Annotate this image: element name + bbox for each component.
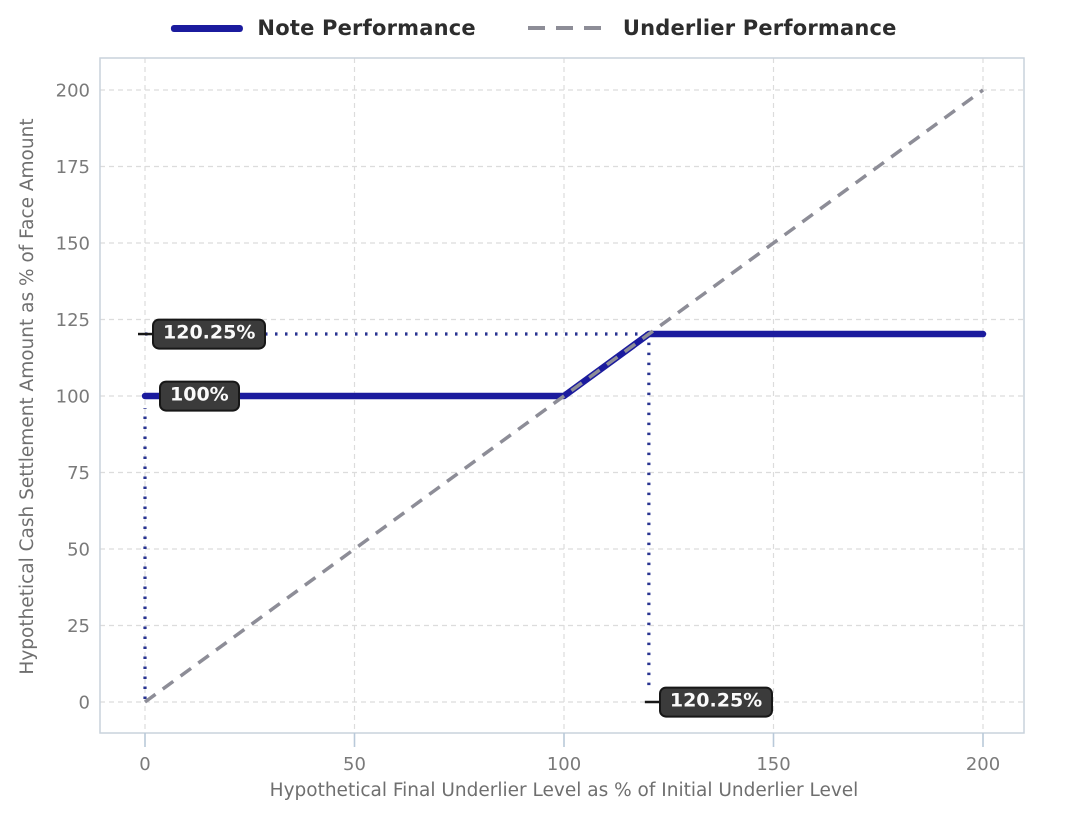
- chart-legend: Note Performance Underlier Performance: [170, 16, 896, 40]
- y-tick-label: 150: [56, 234, 90, 255]
- y-axis-title: Hypothetical Cash Settlement Amount as %…: [17, 118, 38, 674]
- y-tick-label: 25: [67, 616, 90, 637]
- y-tick-label: 200: [56, 81, 90, 102]
- y-tick-label: 175: [56, 157, 90, 178]
- y-tick-label: 75: [67, 463, 90, 484]
- y-tick-label: 0: [79, 693, 90, 714]
- underlier-performance-line: [143, 88, 985, 704]
- x-tick-label: 150: [756, 754, 790, 775]
- x-tick-label: 50: [343, 754, 366, 775]
- plot-frame: [99, 57, 1025, 734]
- x-axis-title: Hypothetical Final Underlier Level as % …: [270, 780, 859, 801]
- legend-item-note-performance: Note Performance: [170, 16, 476, 40]
- y-tick-label: 125: [56, 310, 90, 331]
- note-performance-line-swatch-icon: [170, 24, 243, 32]
- legend-label-underlier-performance: Underlier Performance: [622, 16, 897, 40]
- y-tick-label: 50: [67, 540, 90, 561]
- y-tick-label: 100: [56, 387, 90, 408]
- underlier-performance-line-swatch-icon: [527, 26, 608, 30]
- legend-item-underlier-performance: Underlier Performance: [527, 16, 897, 40]
- legend-label-note-performance: Note Performance: [257, 16, 476, 40]
- note-performance-line: [141, 330, 987, 400]
- x-tick-label: 200: [966, 754, 1000, 775]
- x-tick-label: 100: [547, 754, 581, 775]
- x-tick-label: 0: [139, 754, 150, 775]
